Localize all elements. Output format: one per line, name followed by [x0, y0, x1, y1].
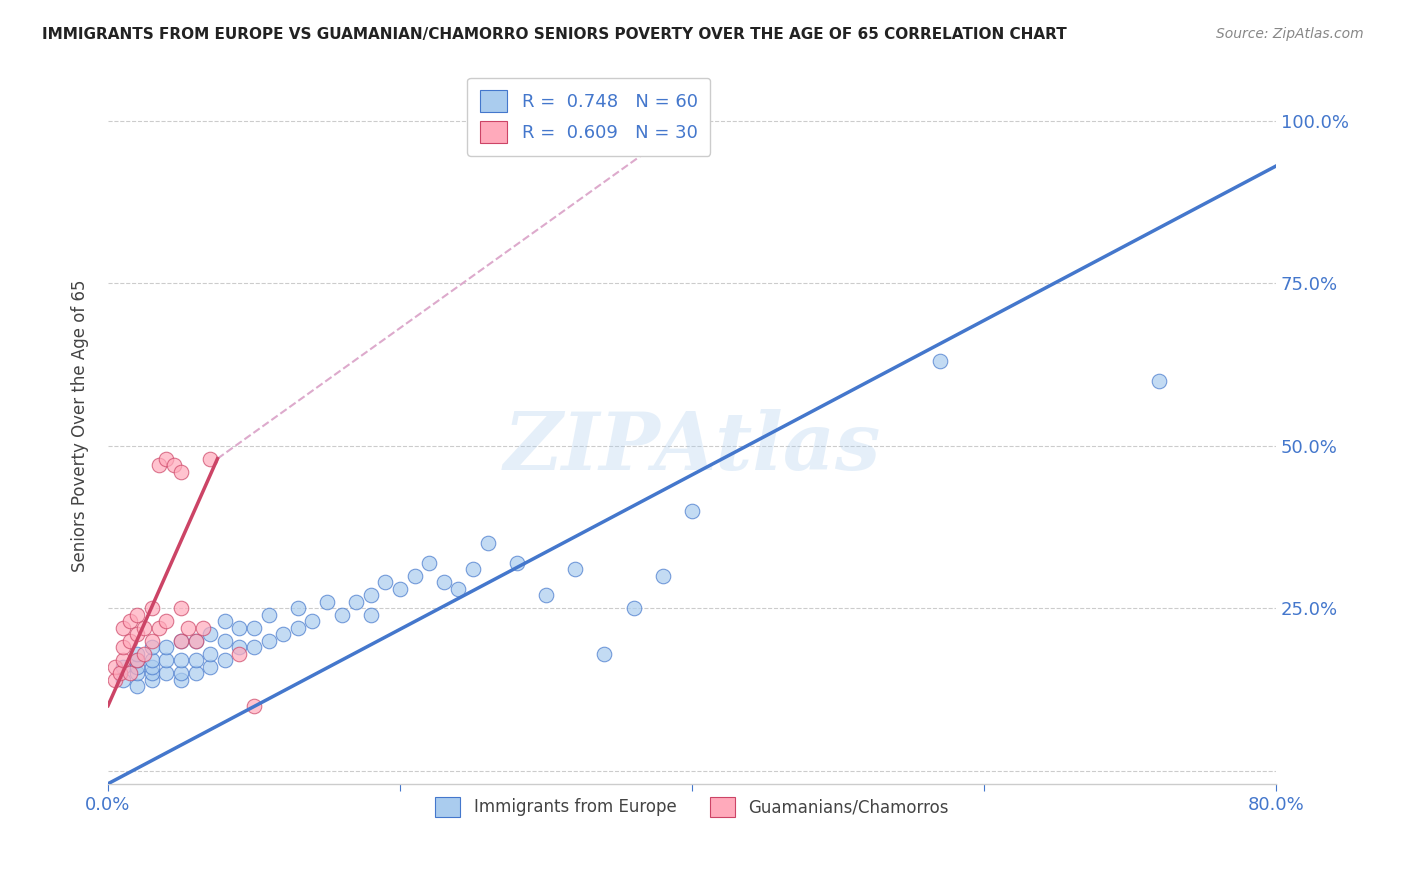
Point	[170, 666, 193, 681]
Point	[929, 354, 952, 368]
Point	[155, 451, 177, 466]
Point	[118, 614, 141, 628]
Point	[141, 640, 163, 655]
Point	[141, 673, 163, 687]
Point	[141, 633, 163, 648]
Point	[593, 647, 616, 661]
Point	[506, 556, 529, 570]
Point	[243, 640, 266, 655]
Point	[214, 633, 236, 648]
Point	[243, 698, 266, 713]
Point	[184, 666, 207, 681]
Point	[118, 666, 141, 681]
Point	[155, 653, 177, 667]
Legend: Immigrants from Europe, Guamanians/Chamorros: Immigrants from Europe, Guamanians/Chamo…	[427, 789, 957, 825]
Point	[155, 640, 177, 655]
Point	[477, 536, 499, 550]
Point	[198, 627, 221, 641]
Point	[330, 607, 353, 622]
Point	[170, 633, 193, 648]
Point	[344, 595, 367, 609]
Point	[170, 465, 193, 479]
Point	[104, 673, 127, 687]
Point	[374, 575, 396, 590]
Text: ZIPAtlas: ZIPAtlas	[503, 409, 880, 486]
Point	[184, 633, 207, 648]
Text: Source: ZipAtlas.com: Source: ZipAtlas.com	[1216, 27, 1364, 41]
Point	[170, 673, 193, 687]
Point	[534, 588, 557, 602]
Point	[111, 673, 134, 687]
Point	[134, 647, 156, 661]
Point	[155, 666, 177, 681]
Point	[228, 640, 250, 655]
Point	[141, 653, 163, 667]
Point	[108, 666, 131, 681]
Point	[170, 653, 193, 667]
Point	[681, 503, 703, 517]
Point	[287, 621, 309, 635]
Point	[198, 659, 221, 673]
Point	[228, 621, 250, 635]
Point	[148, 621, 170, 635]
Point	[127, 627, 149, 641]
Point	[404, 568, 426, 582]
Point	[127, 653, 149, 667]
Point	[316, 595, 339, 609]
Point	[177, 621, 200, 635]
Point	[141, 666, 163, 681]
Point	[163, 458, 186, 472]
Point	[148, 458, 170, 472]
Y-axis label: Seniors Poverty Over the Age of 65: Seniors Poverty Over the Age of 65	[72, 280, 89, 573]
Point	[243, 621, 266, 635]
Point	[287, 601, 309, 615]
Point	[257, 607, 280, 622]
Point	[127, 679, 149, 693]
Point	[360, 607, 382, 622]
Point	[111, 640, 134, 655]
Point	[127, 653, 149, 667]
Point	[271, 627, 294, 641]
Point	[118, 633, 141, 648]
Point	[134, 621, 156, 635]
Point	[418, 556, 440, 570]
Point	[170, 601, 193, 615]
Point	[111, 653, 134, 667]
Point	[214, 614, 236, 628]
Point	[360, 588, 382, 602]
Point	[184, 633, 207, 648]
Point	[191, 621, 214, 635]
Point	[111, 659, 134, 673]
Point	[447, 582, 470, 596]
Point	[127, 659, 149, 673]
Point	[214, 653, 236, 667]
Point	[184, 653, 207, 667]
Point	[623, 601, 645, 615]
Point	[155, 614, 177, 628]
Point	[141, 601, 163, 615]
Point	[127, 647, 149, 661]
Point	[257, 633, 280, 648]
Point	[111, 621, 134, 635]
Point	[104, 659, 127, 673]
Text: IMMIGRANTS FROM EUROPE VS GUAMANIAN/CHAMORRO SENIORS POVERTY OVER THE AGE OF 65 : IMMIGRANTS FROM EUROPE VS GUAMANIAN/CHAM…	[42, 27, 1067, 42]
Point	[170, 633, 193, 648]
Point	[564, 562, 586, 576]
Point	[1147, 374, 1170, 388]
Point	[461, 562, 484, 576]
Point	[301, 614, 323, 628]
Point	[198, 451, 221, 466]
Point	[141, 659, 163, 673]
Point	[127, 607, 149, 622]
Point	[388, 582, 411, 596]
Point	[198, 647, 221, 661]
Point	[228, 647, 250, 661]
Point	[651, 568, 673, 582]
Point	[127, 666, 149, 681]
Point	[433, 575, 456, 590]
